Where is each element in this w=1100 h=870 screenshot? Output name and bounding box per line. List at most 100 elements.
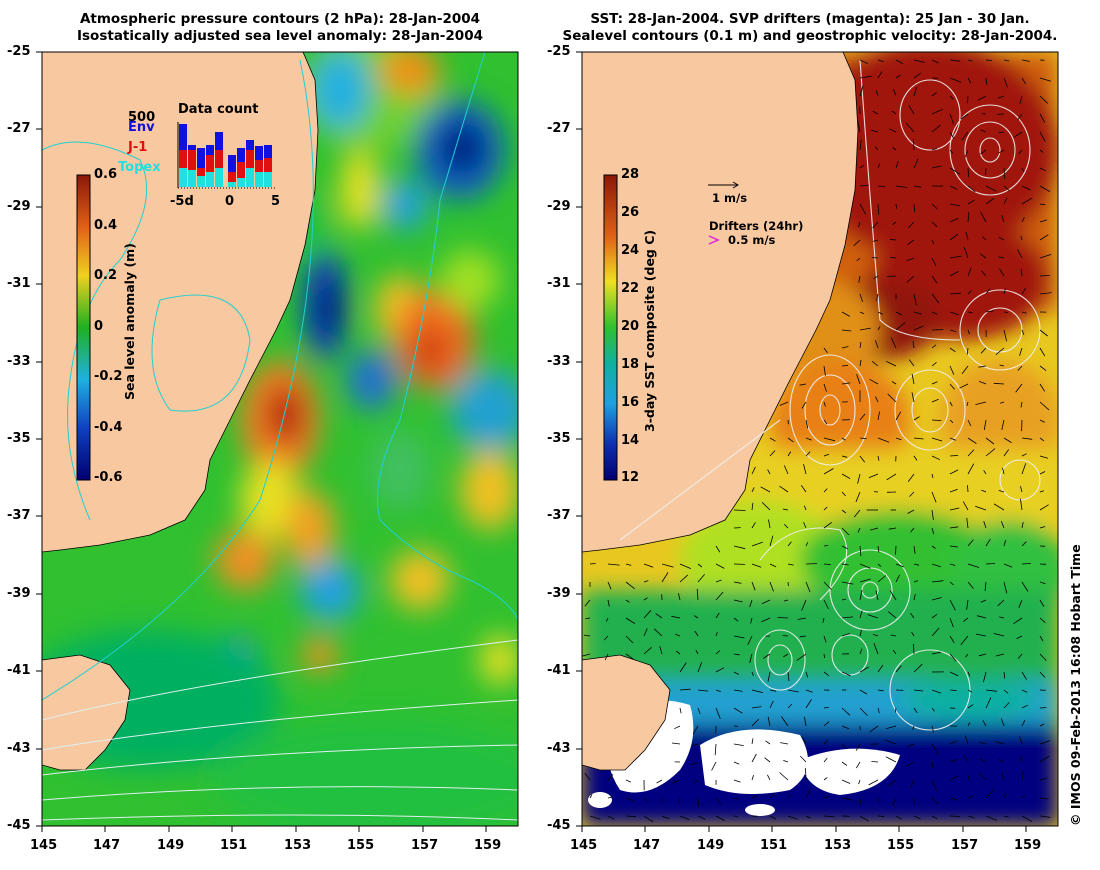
velocity-arrow (805, 689, 813, 693)
velocity-arrow (877, 575, 887, 583)
velocity-arrow (892, 221, 897, 225)
velocity-arrow (823, 721, 830, 727)
velocity-arrow (805, 671, 809, 678)
velocity-arrow (967, 795, 973, 799)
velocity-arrow (1020, 235, 1023, 241)
velocity-arrow (913, 139, 915, 151)
velocity-arrow (841, 473, 851, 479)
velocity-arrow (931, 108, 943, 115)
velocity-arrow (787, 703, 793, 709)
velocity-arrow (1019, 95, 1023, 104)
velocity-arrow (715, 689, 721, 692)
velocity-arrow (963, 246, 969, 259)
velocity-arrow (931, 239, 935, 244)
velocity-arrow (823, 795, 829, 799)
velocity-arrow (1039, 777, 1048, 781)
velocity-arrow (855, 761, 861, 769)
velocity-arrow (887, 275, 897, 277)
velocity-arrow (1039, 419, 1045, 423)
velocity-arrow (715, 579, 722, 583)
velocity-arrow (888, 611, 897, 619)
velocity-arrow (607, 581, 612, 590)
velocity-arrow (679, 574, 689, 583)
velocity-arrow (1020, 401, 1023, 408)
velocity-arrow (1021, 77, 1026, 85)
velocity-arrow (715, 650, 721, 655)
velocity-arrow (859, 437, 867, 440)
velocity-arrow (978, 365, 987, 368)
velocity-arrow (823, 777, 828, 781)
velocity-arrow (985, 437, 995, 445)
velocity-arrow (889, 128, 897, 133)
velocity-arrow (877, 71, 883, 79)
velocity-arrow (841, 545, 848, 550)
velocity-arrow (751, 795, 758, 799)
velocity-arrow (859, 75, 872, 79)
velocity-arrow (966, 517, 969, 529)
velocity-arrow (787, 451, 792, 457)
velocity-arrow (911, 631, 915, 637)
velocity-arrow (1039, 329, 1048, 337)
velocity-arrow (961, 131, 969, 141)
velocity-arrow (966, 401, 969, 407)
velocity-arrow (1039, 740, 1051, 745)
velocity-arrow (859, 413, 866, 421)
velocity-arrow (801, 736, 807, 745)
velocity-arrow (877, 545, 880, 553)
velocity-arrow (1003, 185, 1010, 192)
velocity-arrow (1020, 755, 1023, 763)
right-title-line1: SST: 28-Jan-2004. SVP drifters (magenta)… (590, 11, 1030, 27)
velocity-arrow (965, 231, 969, 241)
velocity-arrow (1013, 617, 1023, 625)
lon-label-right: 155 (887, 838, 915, 853)
velocity-arrow (985, 563, 996, 565)
velocity-arrow (841, 437, 846, 441)
velocity-arrow (841, 365, 849, 367)
velocity-arrow (890, 337, 897, 349)
velocity-arrow (907, 743, 915, 747)
velocity-arrow (859, 797, 862, 805)
velocity-arrow (803, 505, 807, 511)
velocity-arrow (765, 740, 771, 745)
velocity-arrow (949, 185, 958, 190)
data-count-xtick: -5d (170, 194, 194, 209)
velocity-arrow (931, 779, 938, 791)
velocity-arrow (967, 311, 973, 314)
velocity-arrow (1000, 771, 1005, 781)
velocity-arrow (949, 815, 961, 817)
velocity-arrow (985, 789, 995, 799)
velocity-arrow (859, 184, 869, 187)
velocity-arrow (1021, 522, 1024, 529)
velocity-arrow (1039, 77, 1052, 82)
velocity-arrow (1003, 311, 1009, 313)
velocity-arrow (805, 581, 811, 593)
velocity-arrow (980, 347, 987, 354)
data-count-legend-j1: J-1 (128, 140, 148, 155)
sla-colorbar-tick: 0 (94, 319, 104, 334)
velocity-arrow (661, 572, 669, 583)
velocity-arrow (859, 327, 871, 331)
velocity-arrow (1039, 455, 1049, 459)
velocity-arrow (841, 311, 850, 317)
velocity-arrow (949, 255, 962, 259)
velocity-arrow (779, 485, 789, 493)
velocity-arrow (888, 527, 897, 530)
velocity-arrow (913, 594, 916, 601)
velocity-arrow (603, 635, 609, 641)
velocity-arrow (913, 158, 919, 169)
velocity-arrow (859, 578, 871, 583)
velocity-arrow (868, 779, 879, 786)
velocity-arrow (977, 95, 987, 101)
velocity-arrow (931, 419, 942, 421)
data-count-xtick: 0 (225, 194, 235, 209)
velocity-arrow (949, 401, 953, 407)
velocity-arrow (1039, 797, 1049, 800)
velocity-arrow (895, 563, 904, 568)
velocity-arrow (782, 635, 789, 637)
velocity-arrow (949, 95, 954, 100)
velocity-arrow (984, 581, 987, 592)
velocity-arrow (877, 185, 886, 187)
velocity-arrow (975, 401, 987, 405)
velocity-arrow (823, 599, 829, 610)
velocity-arrow (949, 311, 959, 316)
